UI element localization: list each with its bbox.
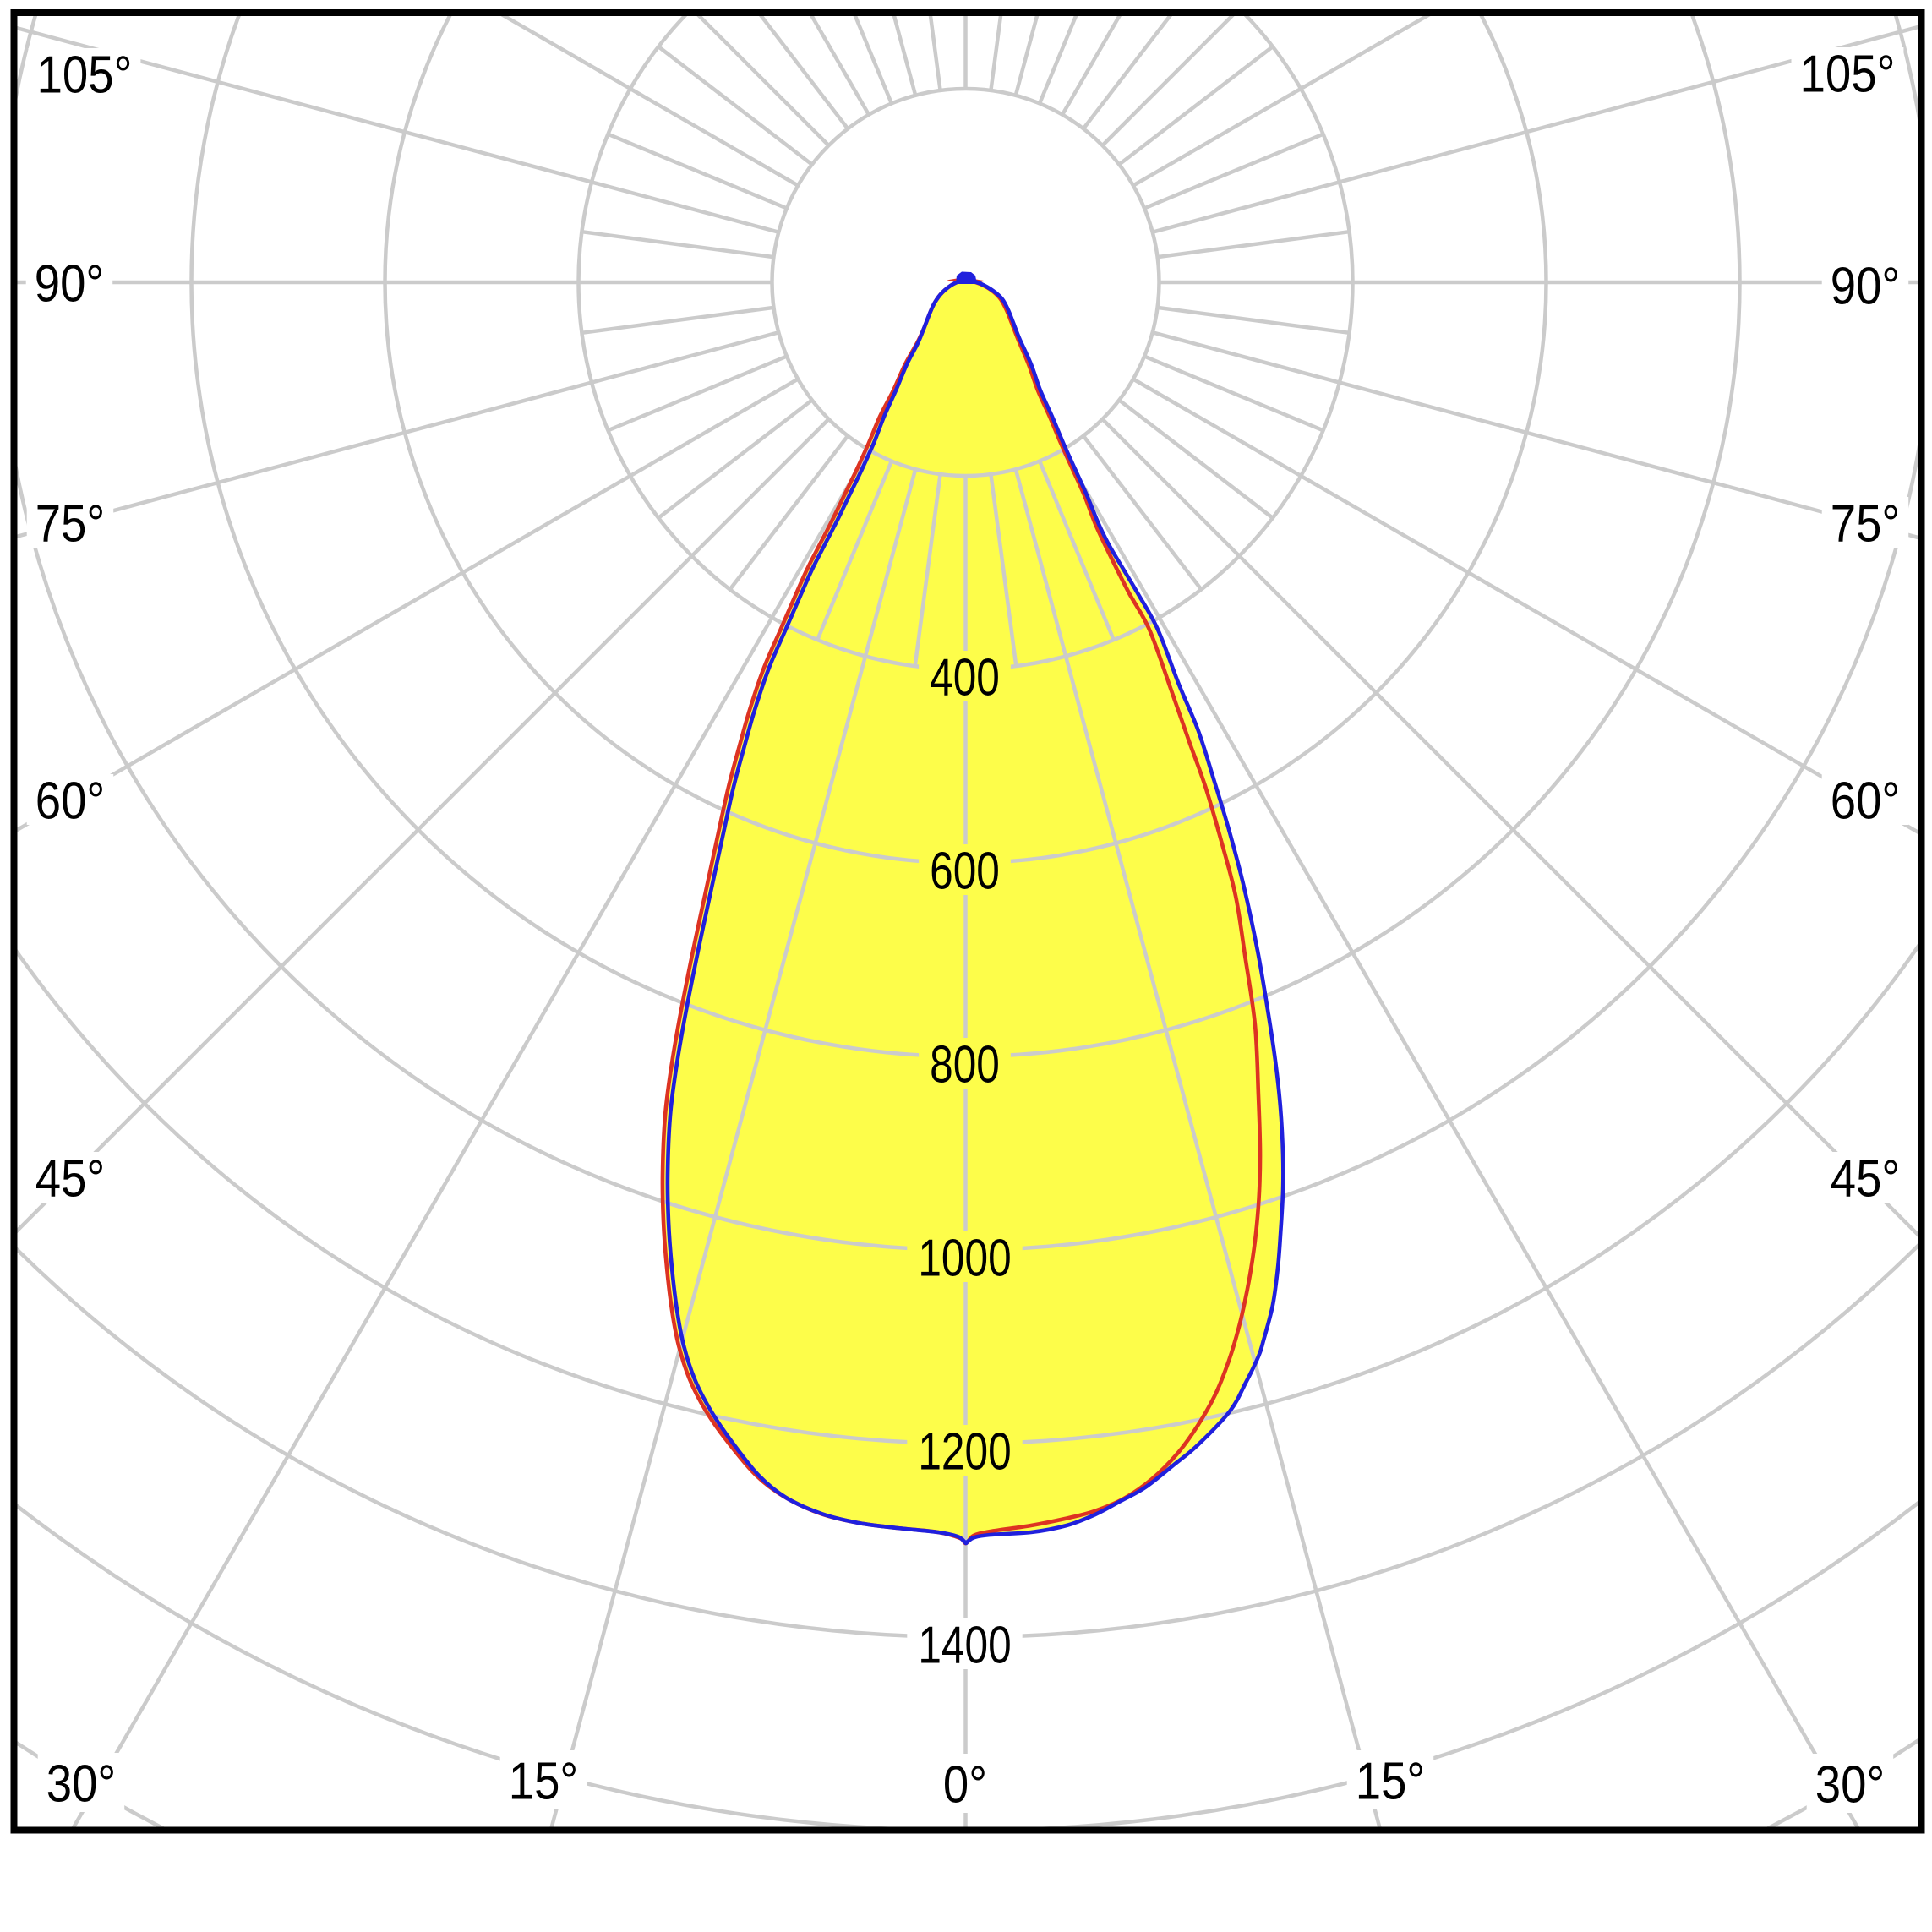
svg-text:75°: 75° [1831, 494, 1900, 553]
svg-text:90°: 90° [1831, 257, 1900, 315]
svg-text:15°: 15° [1356, 1752, 1425, 1810]
svg-text:15°: 15° [509, 1752, 578, 1810]
svg-text:45°: 45° [1831, 1149, 1900, 1208]
svg-text:60°: 60° [35, 772, 105, 830]
svg-text:45°: 45° [35, 1149, 105, 1208]
svg-text:800: 800 [930, 1034, 1000, 1094]
svg-text:1000: 1000 [918, 1228, 1011, 1287]
svg-text:105°: 105° [1800, 45, 1896, 103]
svg-text:60°: 60° [1831, 772, 1900, 830]
svg-text:90°: 90° [35, 254, 104, 313]
svg-text:0°: 0° [943, 1755, 987, 1814]
svg-text:1400: 1400 [918, 1615, 1011, 1674]
svg-text:30°: 30° [1815, 1755, 1885, 1814]
svg-text:600: 600 [930, 841, 1000, 900]
svg-text:105°: 105° [37, 46, 133, 104]
svg-text:1200: 1200 [918, 1422, 1011, 1481]
svg-text:75°: 75° [35, 494, 105, 553]
svg-text:30°: 30° [46, 1755, 116, 1813]
svg-text:400: 400 [930, 647, 1000, 707]
